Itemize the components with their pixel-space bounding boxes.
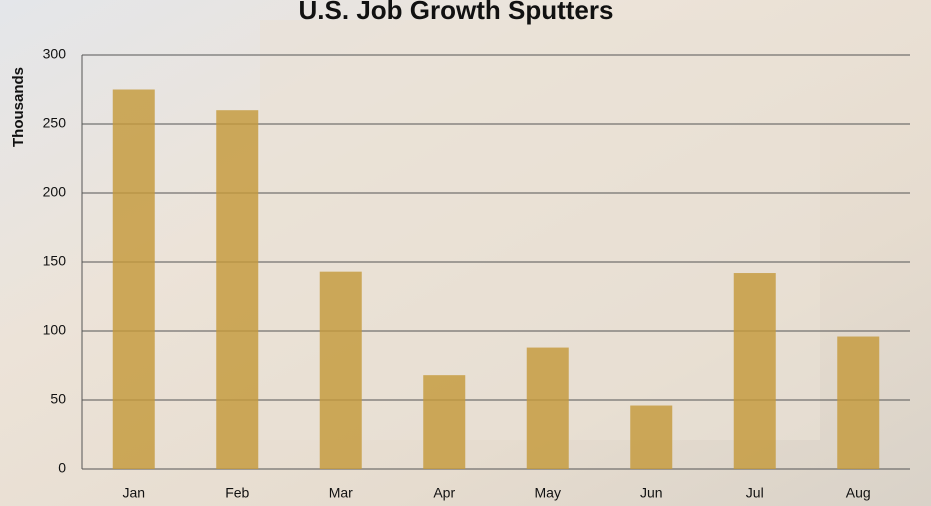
y-axis-label: Thousands [10, 67, 27, 147]
bar [216, 110, 259, 469]
y-tick-label: 0 [58, 460, 66, 476]
x-tick-label: Feb [225, 485, 249, 501]
x-tick-label: Aug [846, 485, 871, 501]
bar [630, 405, 673, 469]
y-tick-label: 200 [43, 184, 67, 200]
bar [837, 336, 880, 469]
x-tick-label: Jan [122, 485, 145, 501]
bar [423, 375, 466, 469]
x-tick-label: Jun [640, 485, 663, 501]
x-tick-label: Apr [433, 485, 455, 501]
bar [733, 273, 776, 469]
x-tick-label: Mar [329, 485, 353, 501]
y-tick-label: 150 [43, 253, 67, 269]
bar [319, 271, 362, 469]
chart-title: U.S. Job Growth Sputters [299, 0, 614, 25]
bar [112, 89, 155, 469]
y-tick-label: 50 [50, 391, 66, 407]
y-tick-label: 100 [43, 322, 67, 338]
bar [526, 347, 569, 469]
x-tick-label: Jul [746, 485, 764, 501]
x-tick-label: May [535, 485, 561, 501]
y-tick-label: 300 [43, 46, 67, 62]
y-tick-label: 250 [43, 115, 67, 131]
